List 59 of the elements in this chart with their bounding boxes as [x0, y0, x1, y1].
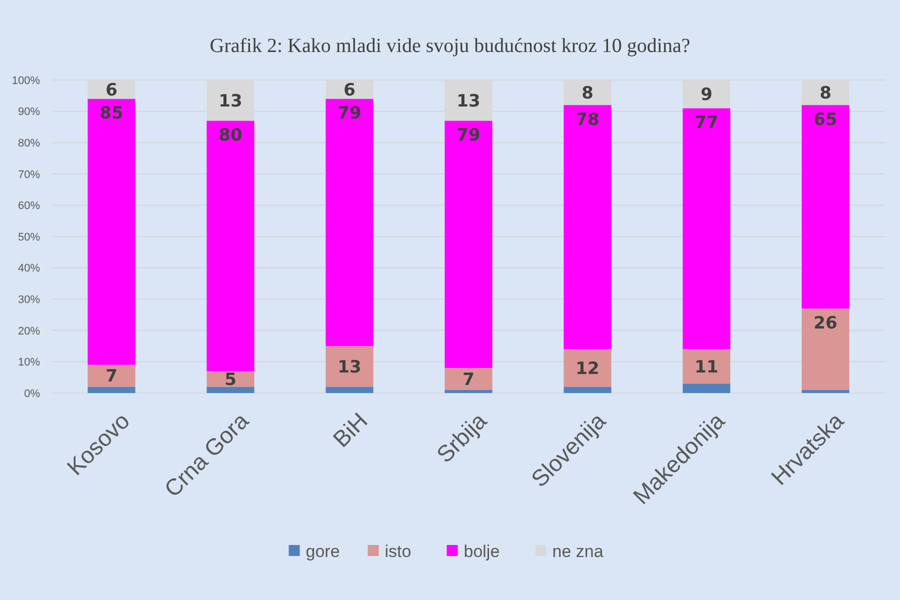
data-label: 13: [456, 91, 480, 112]
bar: [88, 386, 136, 393]
bar: [326, 386, 374, 393]
bar: [88, 364, 136, 387]
bar: [802, 308, 850, 390]
data-label: 6: [344, 80, 356, 100]
data-label: 7: [462, 370, 474, 390]
y-tick-label: 40%: [18, 262, 40, 275]
y-tick-label: 20%: [18, 325, 40, 338]
y-tick-label: 60%: [18, 200, 40, 212]
bar: [206, 120, 254, 372]
legend-label: gore: [306, 542, 340, 561]
bar: [88, 98, 136, 365]
y-tick-label: 100%: [12, 74, 40, 87]
bar: [326, 98, 374, 346]
y-tick-label: 80%: [18, 137, 40, 150]
data-label: 11: [694, 357, 718, 378]
data-label: 80: [218, 126, 242, 146]
y-tick-label: 90%: [18, 106, 40, 118]
y-tick-label: 50%: [18, 231, 40, 244]
bar: [444, 120, 492, 368]
data-label: 13: [338, 357, 362, 378]
data-label: 9: [700, 85, 712, 106]
data-label: 79: [456, 126, 480, 146]
bar: [444, 368, 492, 390]
legend-label: ne zna: [552, 542, 604, 561]
y-tick-label: 30%: [18, 294, 40, 306]
data-label: 8: [582, 83, 594, 104]
bar: [444, 390, 492, 393]
bar: [802, 105, 850, 308]
bar: [682, 108, 730, 350]
x-tick-label: BiH: [328, 408, 372, 452]
data-label: 78: [576, 110, 600, 130]
data-label: 79: [338, 104, 362, 124]
bar: [564, 349, 612, 387]
legend-label: bolje: [464, 542, 500, 561]
data-label: 6: [106, 80, 118, 100]
data-label: 7: [106, 366, 118, 387]
data-label: 26: [814, 313, 838, 334]
bar: [326, 346, 374, 387]
y-tick-label: 0%: [24, 388, 40, 400]
chart-title: Grafik 2: Kako mladi vide svoju budućnost kroz 10 godina?: [210, 35, 690, 57]
y-tick-label: 10%: [18, 356, 40, 369]
bar: [206, 386, 254, 393]
data-label: 8: [820, 83, 832, 104]
data-label: 12: [576, 358, 600, 379]
bar: [564, 105, 612, 350]
bar: [682, 349, 730, 384]
bar: [564, 386, 612, 393]
data-label: 13: [218, 91, 242, 112]
y-tick-label: 70%: [18, 168, 40, 181]
data-label: 85: [100, 104, 124, 124]
bar: [802, 390, 850, 393]
data-label: 5: [224, 370, 236, 390]
bar: [682, 384, 730, 393]
data-label: 65: [814, 110, 838, 130]
x-tick-label: Crna Gora: [159, 407, 254, 502]
data-label: 77: [694, 113, 718, 134]
legend-label: isto: [384, 542, 412, 561]
